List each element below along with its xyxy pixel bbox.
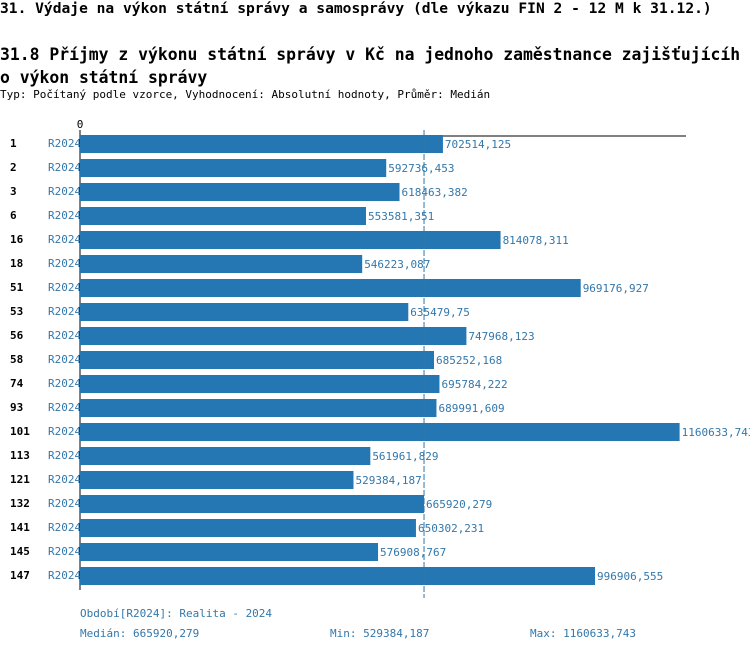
series-label: R2024: [48, 233, 81, 246]
bar: [80, 351, 435, 369]
series-label: R2024: [48, 281, 81, 294]
value-label: 546223,087: [364, 258, 430, 271]
note: Typ: Počítaný podle vzorce, Vyhodnocení:…: [0, 88, 491, 101]
category-label: 18: [10, 257, 23, 270]
category-label: 101: [10, 425, 30, 438]
value-label: 561961,829: [372, 450, 438, 463]
series-label: R2024: [48, 569, 81, 582]
bar: [80, 495, 425, 513]
value-label: 996906,555: [597, 570, 663, 583]
category-label: 141: [10, 521, 30, 534]
series-label: R2024: [48, 305, 81, 318]
median-label: Medián: 665920,279: [80, 627, 199, 640]
value-label: 695784,222: [441, 378, 507, 391]
period-label: Období[R2024]: Realita - 2024: [80, 607, 272, 620]
category-label: 6: [10, 209, 17, 222]
category-label: 145: [10, 545, 30, 558]
series-label: R2024: [48, 185, 81, 198]
value-label: 665920,279: [426, 498, 492, 511]
bar: [80, 327, 467, 345]
value-label: 650302,231: [418, 522, 484, 535]
chart-title: 31.8 Příjmy z výkonu státní správy v Kč …: [0, 45, 741, 87]
bar: [80, 159, 387, 177]
bar: [80, 471, 354, 489]
value-label: 702514,125: [445, 138, 511, 151]
category-label: 16: [10, 233, 24, 246]
series-label: R2024: [48, 377, 81, 390]
value-label: 969176,927: [583, 282, 649, 295]
value-label: 553581,351: [368, 210, 434, 223]
series-label: R2024: [48, 329, 81, 342]
category-label: 147: [10, 569, 30, 582]
bar: [80, 303, 409, 321]
bar: [80, 279, 581, 297]
category-label: 58: [10, 353, 23, 366]
series-label: R2024: [48, 449, 81, 462]
bar: [80, 207, 366, 225]
series-label: R2024: [48, 353, 81, 366]
x-tick-label: 0: [77, 118, 84, 131]
category-label: 56: [10, 329, 24, 342]
value-label: 747968,123: [468, 330, 534, 343]
bar: [80, 543, 379, 561]
bar: [80, 375, 440, 393]
bar: [80, 255, 363, 273]
category-label: 1: [10, 137, 17, 150]
value-label: 814078,311: [503, 234, 569, 247]
value-label: 618463,382: [402, 186, 468, 199]
bar: [80, 135, 443, 153]
series-label: R2024: [48, 521, 81, 534]
series-label: R2024: [48, 473, 81, 486]
series-label: R2024: [48, 497, 81, 510]
value-label: 1160633,743: [682, 426, 750, 439]
bar: [80, 447, 371, 465]
bar: [80, 423, 680, 441]
series-label: R2024: [48, 401, 81, 414]
category-label: 51: [10, 281, 24, 294]
max-label: Max: 1160633,743: [530, 627, 636, 640]
bar: [80, 183, 400, 201]
bar: [80, 567, 596, 585]
value-label: 635479,75: [410, 306, 470, 319]
series-label: R2024: [48, 137, 81, 150]
value-label: 689991,609: [438, 402, 504, 415]
series-label: R2024: [48, 425, 81, 438]
value-label: 529384,187: [355, 474, 421, 487]
series-label: R2024: [48, 209, 81, 222]
category-label: 121: [10, 473, 30, 486]
bar: [80, 519, 416, 537]
category-label: 113: [10, 449, 30, 462]
category-label: 53: [10, 305, 23, 318]
bar: [80, 231, 501, 249]
category-label: 132: [10, 497, 30, 510]
value-label: 685252,168: [436, 354, 502, 367]
series-label: R2024: [48, 161, 81, 174]
value-label: 592736,453: [388, 162, 454, 175]
value-label: 576908,767: [380, 546, 446, 559]
category-label: 3: [10, 185, 17, 198]
min-label: Min: 529384,187: [330, 627, 429, 640]
series-label: R2024: [48, 257, 81, 270]
category-label: 74: [10, 377, 24, 390]
bar: [80, 399, 437, 417]
series-label: R2024: [48, 545, 81, 558]
category-label: 2: [10, 161, 17, 174]
category-label: 93: [10, 401, 23, 414]
page-title: 31. Výdaje na výkon státní správy a samo…: [0, 0, 712, 17]
